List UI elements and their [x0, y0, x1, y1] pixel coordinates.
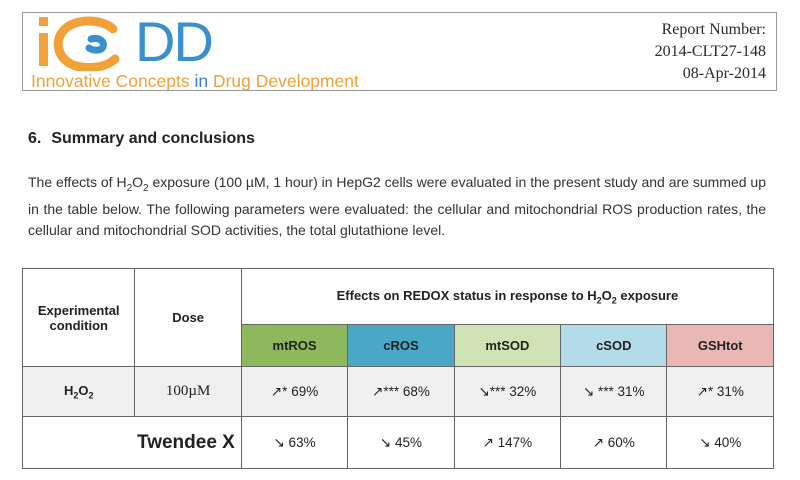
- value-mtros: ↗* 69%: [240, 366, 349, 417]
- param-mtros: mtROS: [240, 324, 349, 367]
- effects-title-2: O: [601, 287, 612, 303]
- value-cros: ↗*** 68%: [347, 366, 455, 417]
- cond-h: H: [63, 382, 74, 398]
- logo-dd-text: DD: [135, 10, 214, 73]
- report-date: 08-Apr-2014: [682, 65, 766, 82]
- param-gshtot: GSHtot: [666, 324, 774, 367]
- param-mtsod: mtSOD: [453, 324, 562, 367]
- icdd-logo-mark-icon: [39, 16, 120, 71]
- value-mtsod: ↘*** 32%: [453, 366, 562, 417]
- para-text-1: The effects of H: [28, 174, 127, 190]
- col-header-effects: Effects on REDOX status in response to H…: [240, 268, 775, 325]
- table-row: H2O2 100µM ↗* 69% ↗*** 68% ↘*** 32% ↘ **…: [21, 366, 774, 417]
- para-text-3: exposure (100 µM, 1 hour) in HepG2 cells…: [28, 174, 766, 238]
- effects-title-3: exposure: [616, 287, 679, 303]
- table-header-row: Experimental condition Dose Effects on R…: [21, 268, 775, 367]
- value-mtsod: ↗ 147%: [453, 416, 562, 469]
- condition-h2o2: H2O2: [21, 366, 136, 417]
- report-number: 2014-CLT27-148: [654, 43, 766, 60]
- table-row: Twendee X ↘ 63% ↘ 45% ↗ 147% ↗ 60% ↘ 40%: [22, 416, 774, 469]
- value-gshtot: ↘ 40%: [666, 416, 774, 469]
- cond-o: O: [78, 382, 89, 398]
- effects-sub-1: 2: [596, 295, 602, 306]
- para-text-2: O: [132, 174, 144, 190]
- section-number: 6.: [28, 130, 42, 147]
- logo-tagline: Innovative Concepts in Drug Development: [31, 71, 359, 92]
- report-info: Report Number: 2014-CLT27-148 08-Apr-201…: [655, 19, 766, 85]
- value-gshtot: ↗* 31%: [666, 366, 774, 417]
- tagline-part-2: in: [194, 71, 209, 91]
- param-cros: cROS: [347, 324, 455, 367]
- effects-title-1: Effects on REDOX status in response to H: [336, 287, 597, 303]
- tagline-part-3: Drug Development: [208, 71, 359, 91]
- tagline-part-1: Innovative Concepts: [31, 71, 195, 91]
- col-header-dose: Dose: [134, 268, 242, 367]
- value-cros: ↘ 45%: [347, 416, 455, 469]
- table-param-row: mtROS cROS mtSOD cSOD GSHtot: [23, 324, 774, 367]
- para-sub-1: 2: [126, 182, 133, 194]
- section-heading: 6. Summary and conclusions: [28, 130, 255, 148]
- effects-sub-2: 2: [611, 295, 617, 306]
- value-csod: ↘ *** 31%: [560, 366, 668, 417]
- icdd-logo: DD Innovative Concepts in Drug Developme…: [31, 10, 451, 92]
- report-header: DD Innovative Concepts in Drug Developme…: [22, 10, 777, 92]
- para-sub-2: 2: [143, 182, 149, 194]
- redox-effects-table: Experimental condition Dose Effects on R…: [21, 268, 775, 469]
- cond-sub-2: 2: [88, 390, 94, 401]
- condition-twendee-x: Twendee X: [22, 416, 242, 469]
- section-title: Summary and conclusions: [51, 130, 255, 147]
- value-mtros: ↘ 63%: [240, 416, 349, 469]
- report-number-label: Report Number:: [661, 21, 766, 38]
- header-divider: [22, 90, 777, 91]
- param-csod: cSOD: [560, 324, 668, 367]
- col-header-experimental: Experimental condition: [21, 268, 136, 367]
- value-csod: ↗ 60%: [560, 416, 668, 469]
- summary-paragraph: The effects of H2O2 exposure (100 µM, 1 …: [28, 172, 766, 241]
- dose-value: 100µM: [134, 366, 242, 417]
- cond-sub-1: 2: [73, 390, 79, 401]
